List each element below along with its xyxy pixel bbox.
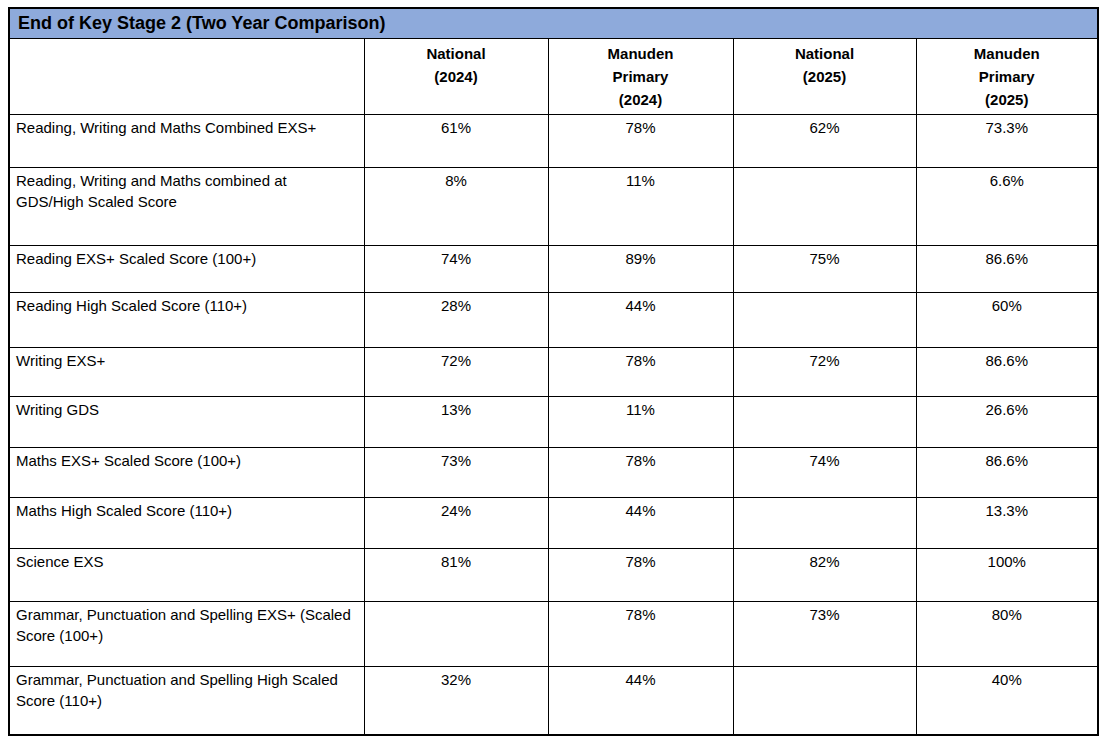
cell-national-2024: 8% <box>364 167 548 245</box>
table-row: Maths EXS+ Scaled Score (100+) 73% 78% 7… <box>9 447 1098 497</box>
table-row: Writing GDS 13% 11% 26.6% <box>9 396 1098 447</box>
table-title-row: End of Key Stage 2 (Two Year Comparison) <box>9 8 1098 38</box>
cell-national-2025: 82% <box>733 548 916 601</box>
cell-national-2024: 13% <box>364 396 548 447</box>
row-label: Reading EXS+ Scaled Score (100+) <box>9 245 364 292</box>
cell-manuden-2024: 78% <box>548 114 733 167</box>
table-row: Reading EXS+ Scaled Score (100+) 74% 89%… <box>9 245 1098 292</box>
cell-national-2024: 72% <box>364 347 548 396</box>
table-row: Reading, Writing and Maths combined at G… <box>9 167 1098 245</box>
cell-manuden-2025: 80% <box>916 601 1098 666</box>
cell-manuden-2025: 40% <box>916 666 1098 735</box>
cell-manuden-2024: 11% <box>548 396 733 447</box>
cell-national-2024 <box>364 601 548 666</box>
cell-national-2025 <box>733 497 916 548</box>
cell-national-2024: 61% <box>364 114 548 167</box>
cell-manuden-2024: 89% <box>548 245 733 292</box>
cell-manuden-2025: 73.3% <box>916 114 1098 167</box>
row-label: Reading, Writing and Maths Combined EXS+ <box>9 114 364 167</box>
document-page: End of Key Stage 2 (Two Year Comparison)… <box>0 0 1105 738</box>
column-header-manuden-2024: Manuden Primary (2024) <box>548 38 733 114</box>
row-label: Reading, Writing and Maths combined at G… <box>9 167 364 245</box>
row-label: Reading High Scaled Score (110+) <box>9 292 364 347</box>
table-row: Science EXS 81% 78% 82% 100% <box>9 548 1098 601</box>
cell-manuden-2024: 44% <box>548 666 733 735</box>
cell-manuden-2025: 26.6% <box>916 396 1098 447</box>
row-label: Writing GDS <box>9 396 364 447</box>
cell-national-2024: 24% <box>364 497 548 548</box>
cell-manuden-2024: 78% <box>548 347 733 396</box>
row-label: Writing EXS+ <box>9 347 364 396</box>
table-row: Grammar, Punctuation and Spelling EXS+ (… <box>9 601 1098 666</box>
cell-national-2025: 62% <box>733 114 916 167</box>
cell-national-2024: 81% <box>364 548 548 601</box>
cell-manuden-2024: 78% <box>548 601 733 666</box>
cell-national-2025: 74% <box>733 447 916 497</box>
table-title: End of Key Stage 2 (Two Year Comparison) <box>9 8 1098 38</box>
table-row: Grammar, Punctuation and Spelling High S… <box>9 666 1098 735</box>
cell-manuden-2024: 78% <box>548 548 733 601</box>
row-label: Grammar, Punctuation and Spelling High S… <box>9 666 364 735</box>
column-header-metric <box>9 38 364 114</box>
row-label: Maths EXS+ Scaled Score (100+) <box>9 447 364 497</box>
cell-national-2024: 73% <box>364 447 548 497</box>
cell-manuden-2024: 78% <box>548 447 733 497</box>
cell-manuden-2024: 11% <box>548 167 733 245</box>
cell-national-2024: 28% <box>364 292 548 347</box>
table-row: Reading, Writing and Maths Combined EXS+… <box>9 114 1098 167</box>
cell-manuden-2025: 13.3% <box>916 497 1098 548</box>
column-header-national-2024: National (2024) <box>364 38 548 114</box>
cell-manuden-2025: 86.6% <box>916 245 1098 292</box>
cell-national-2025 <box>733 666 916 735</box>
row-label: Grammar, Punctuation and Spelling EXS+ (… <box>9 601 364 666</box>
cell-national-2025: 75% <box>733 245 916 292</box>
table-header-row: National (2024) Manuden Primary (2024) N… <box>9 38 1098 114</box>
cell-manuden-2025: 86.6% <box>916 347 1098 396</box>
cell-manuden-2025: 86.6% <box>916 447 1098 497</box>
cell-national-2025: 73% <box>733 601 916 666</box>
cell-national-2024: 74% <box>364 245 548 292</box>
ks2-comparison-table: End of Key Stage 2 (Two Year Comparison)… <box>8 7 1099 736</box>
cell-national-2025 <box>733 167 916 245</box>
cell-national-2025: 72% <box>733 347 916 396</box>
cell-national-2025 <box>733 396 916 447</box>
cell-manuden-2025: 100% <box>916 548 1098 601</box>
cell-manuden-2025: 60% <box>916 292 1098 347</box>
row-label: Science EXS <box>9 548 364 601</box>
cell-manuden-2024: 44% <box>548 497 733 548</box>
cell-national-2024: 32% <box>364 666 548 735</box>
column-header-national-2025: National (2025) <box>733 38 916 114</box>
table-row: Writing EXS+ 72% 78% 72% 86.6% <box>9 347 1098 396</box>
column-header-manuden-2025: Manuden Primary (2025) <box>916 38 1098 114</box>
row-label: Maths High Scaled Score (110+) <box>9 497 364 548</box>
table-row: Maths High Scaled Score (110+) 24% 44% 1… <box>9 497 1098 548</box>
cell-manuden-2025: 6.6% <box>916 167 1098 245</box>
table-row: Reading High Scaled Score (110+) 28% 44%… <box>9 292 1098 347</box>
cell-national-2025 <box>733 292 916 347</box>
cell-manuden-2024: 44% <box>548 292 733 347</box>
